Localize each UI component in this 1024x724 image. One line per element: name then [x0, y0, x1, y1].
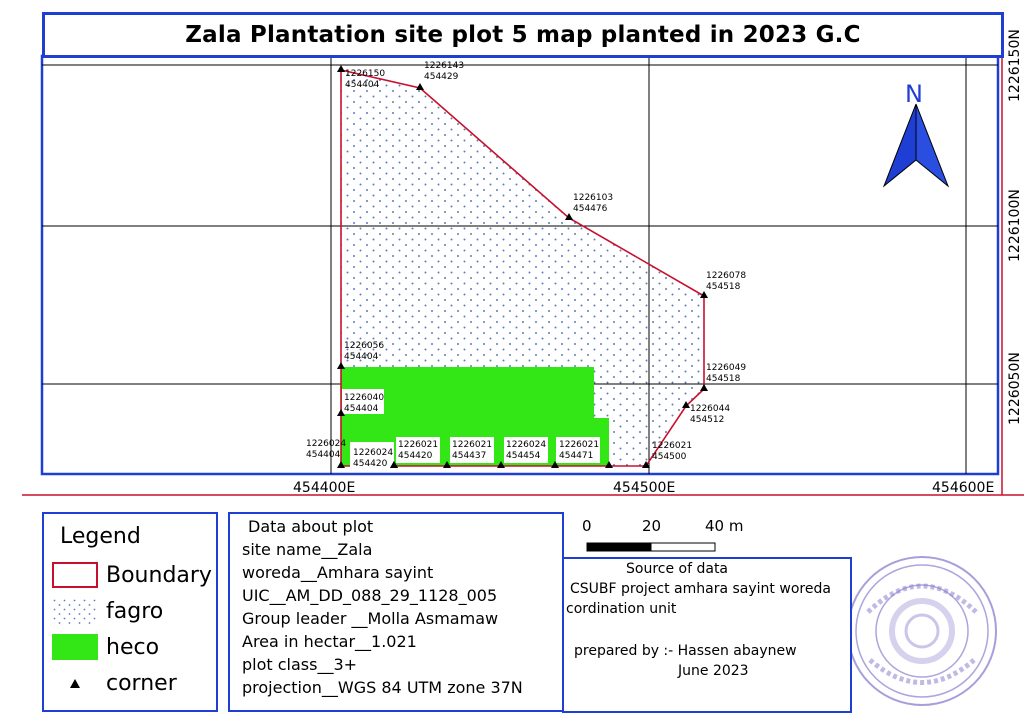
corner-label-northing: 1226103 — [573, 193, 613, 203]
legend-item-boundary: Boundary — [52, 562, 212, 588]
north-label: N — [905, 80, 923, 108]
legend-label-corner: corner — [106, 670, 177, 696]
corner-triangle-icon — [70, 679, 80, 688]
corner-label-northing: 1226049 — [706, 363, 746, 373]
legend-panel: Legend Boundary fagro heco corner — [42, 512, 218, 712]
corner-marker — [565, 213, 573, 220]
source-line-1: CSUBF project amhara sayint woreda — [570, 581, 831, 597]
corner-marker — [337, 409, 345, 416]
plot-info-line: projection__WGS 84 UTM zone 37N — [242, 678, 523, 697]
corner-label-northing: 1226021 — [652, 441, 692, 451]
corner-label-northing: 1226021 — [559, 440, 599, 450]
corner-label-easting: 454518 — [706, 374, 741, 384]
source-line-2: cordination unit — [566, 601, 677, 617]
corner-label-easting: 454518 — [706, 282, 741, 292]
prepared-by: prepared by :- Hassen abaynew — [574, 643, 797, 659]
scale-bar — [586, 542, 716, 552]
corner-marker — [642, 461, 650, 468]
corner-label-easting: 454420 — [353, 459, 388, 469]
y-grid-label-1: 1226150N — [1007, 29, 1023, 102]
corner-markers — [337, 65, 708, 468]
plot-info-line: Group leader __Molla Asmamaw — [242, 609, 499, 628]
corner-marker — [700, 384, 708, 391]
prepared-date: June 2023 — [678, 663, 749, 679]
corner-label-easting: 454404 — [345, 80, 380, 90]
plot-info-line: UIC__AM_DD_088_29_1128_005 — [242, 586, 498, 605]
corner-label-easting: 454512 — [690, 415, 724, 425]
legend-item-fagro: fagro — [52, 598, 163, 624]
label-backgrounds — [342, 389, 600, 468]
corner-label-easting: 454471 — [559, 451, 593, 461]
corner-marker — [682, 401, 690, 408]
corner-label-easting: 454454 — [506, 451, 541, 461]
corner-label-easting: 454476 — [573, 204, 608, 214]
corner-label-easting: 454429 — [424, 72, 459, 82]
legend-item-heco: heco — [52, 634, 159, 660]
corner-label-easting: 454404 — [306, 450, 341, 460]
corner-label-easting: 454420 — [398, 451, 433, 461]
heco-swatch — [52, 634, 98, 660]
source-panel: Source of data CSUBF project amhara sayi… — [562, 557, 852, 713]
scale-label-20: 20 — [642, 517, 662, 535]
legend-label-fagro: fagro — [106, 598, 164, 624]
corner-marker — [416, 83, 424, 90]
corner-marker — [390, 461, 398, 468]
seal-stamp — [847, 556, 997, 706]
fagro-swatch — [52, 598, 98, 624]
plot-info-line: woreda__Amhara sayint — [242, 563, 434, 582]
corner-marker — [497, 461, 505, 468]
corner-label-northing: 1226143 — [424, 61, 464, 71]
corner-label-northing: 1226044 — [690, 404, 730, 414]
plot-info-panel: Data about plot site name__Zala woreda__… — [228, 512, 564, 712]
corner-label-easting: 454404 — [344, 352, 379, 362]
corner-marker — [337, 362, 345, 369]
corner-label-easting: 454404 — [344, 404, 379, 414]
corner-labels: 1226150454404122614345442912261034544761… — [306, 61, 746, 469]
corner-label-easting: 454437 — [452, 451, 486, 461]
north-arrow-icon — [882, 103, 950, 188]
y-grid-label-3: 1226050N — [1007, 352, 1023, 425]
plot-info-line: Area in hectar__1.021 — [242, 632, 417, 651]
corner-label-northing: 1226021 — [452, 440, 492, 450]
legend-label-boundary: Boundary — [106, 562, 212, 588]
corner-marker — [443, 461, 451, 468]
scale-label-0: 0 — [582, 517, 592, 535]
boundary-swatch — [52, 562, 98, 588]
y-grid-label-2: 1226100N — [1007, 189, 1023, 262]
legend-title: Legend — [60, 524, 141, 549]
x-grid-label-3: 454600E — [932, 480, 994, 496]
corner-marker — [337, 461, 345, 468]
corner-label-northing: 1226024 — [306, 439, 346, 449]
x-grid-label-1: 454400E — [293, 480, 355, 496]
plot-info-line: plot class__3+ — [242, 655, 358, 674]
corner-label-easting: 454500 — [652, 452, 687, 462]
legend-label-heco: heco — [106, 634, 160, 660]
legend-item-corner: corner — [52, 670, 177, 696]
corner-marker — [700, 291, 708, 298]
corner-label-northing: 1226150 — [345, 69, 385, 79]
corner-label-northing: 1226040 — [344, 393, 384, 403]
source-heading: Source of data — [626, 561, 729, 577]
scale-label-40: 40 m — [705, 517, 744, 535]
corner-label-northing: 1226056 — [344, 341, 384, 351]
corner-marker — [551, 461, 559, 468]
corner-marker — [337, 65, 345, 72]
corner-swatch — [52, 670, 98, 696]
corner-label-northing: 1226078 — [706, 271, 746, 281]
title-box: Zala Plantation site plot 5 map planted … — [42, 12, 1004, 58]
x-grid-label-2: 454500E — [613, 480, 675, 496]
plot-info-heading: Data about plot — [248, 517, 374, 536]
corner-label-northing: 1226024 — [506, 440, 546, 450]
plot-info-line: site name__Zala — [242, 540, 373, 559]
map-title: Zala Plantation site plot 5 map planted … — [185, 22, 861, 48]
corner-label-northing: 1226021 — [398, 440, 438, 450]
corner-marker — [605, 461, 613, 468]
corner-label-northing: 1226024 — [353, 448, 393, 458]
